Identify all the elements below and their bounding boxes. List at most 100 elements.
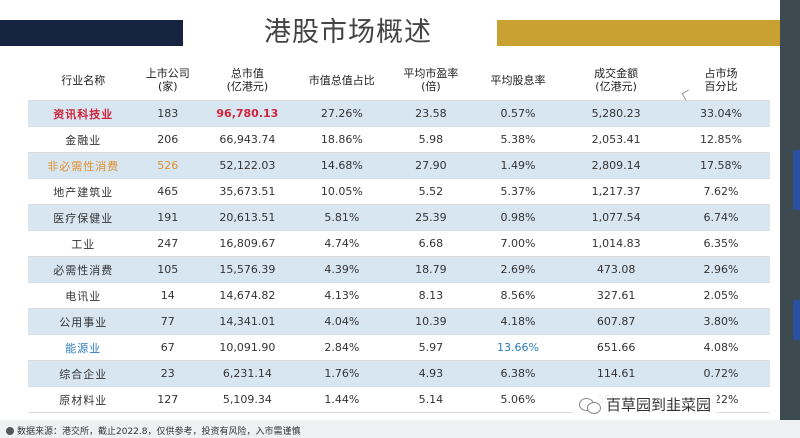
table-cell: 5.37%	[475, 178, 561, 205]
table-cell: 25.39	[385, 204, 476, 231]
table-cell: 52,122.03	[197, 152, 298, 179]
table-row: 金融业 206 66,943.74 18.86% 5.98 5.38% 2,053.41 12…	[28, 126, 770, 153]
table-cell: 10,091.90	[197, 334, 298, 361]
table-cell: 5,280.23	[560, 100, 672, 127]
table-cell: 4.04%	[297, 308, 386, 335]
table-cell: 4.18%	[475, 308, 561, 335]
table-cell: 14,341.01	[197, 308, 298, 335]
table-cell: 183	[138, 100, 198, 127]
industry-name-cell: 能源业	[28, 334, 139, 361]
table-cell: 23.58	[385, 100, 476, 127]
table-cell: 5,109.34	[197, 386, 298, 413]
table-cell: 18.79	[385, 256, 476, 283]
table-cell: 33.04%	[671, 100, 770, 127]
table-row: 资讯科技业 183 96,780.13 27.26% 23.58 0.57% 5,280.2…	[28, 100, 770, 127]
table-cell: 5.81%	[297, 204, 386, 231]
scroll-indicator[interactable]	[793, 300, 800, 340]
table-cell: 1,014.83	[560, 230, 672, 257]
industry-table: 行业名称 上市公司 (家) 总市值 (亿港元) 市值总值占比 平均市盈率 (倍) 平均…	[28, 60, 770, 413]
title-bar-right	[497, 20, 780, 46]
header-cell: 市值总值占比	[297, 60, 386, 101]
table-row: 必需性消费 105 15,576.39 4.39% 18.79 2.69% 473.08 2.…	[28, 256, 770, 283]
industry-name-cell: 工业	[28, 230, 139, 257]
industry-name-cell: 资讯科技业	[28, 100, 139, 127]
table-cell: 2,809.14	[560, 152, 672, 179]
table-cell: 27.26%	[297, 100, 386, 127]
table-cell: 127	[138, 386, 198, 413]
table-cell: 67	[138, 334, 198, 361]
table-cell: 1.76%	[297, 360, 386, 387]
header-cell: 行业名称	[28, 60, 139, 101]
table-cell: 0.57%	[475, 100, 561, 127]
table-cell: 4.74%	[297, 230, 386, 257]
industry-name-cell: 必需性消费	[28, 256, 139, 283]
slide: 港股市场概述 行业名称 上市公司 (家) 总市值 (亿港元) 市值总值占比 平均市盈…	[0, 0, 780, 420]
industry-name-cell: 公用事业	[28, 308, 139, 335]
header-cell: 平均市盈率 (倍)	[385, 60, 476, 101]
table-cell: 6,231.14	[197, 360, 298, 387]
table-cell: 7.00%	[475, 230, 561, 257]
footnote: 数据来源：港交所，截止2022.8，仅供参考，投资有风险，入市需谨慎	[6, 424, 301, 437]
header-cell: 成交金额 (亿港元)	[560, 60, 672, 101]
table-cell: 607.87	[560, 308, 672, 335]
table-cell: 6.38%	[475, 360, 561, 387]
industry-name-cell: 综合企业	[28, 360, 139, 387]
table-cell: 12.85%	[671, 126, 770, 153]
industry-name-cell: 金融业	[28, 126, 139, 153]
table-cell: 5.38%	[475, 126, 561, 153]
table-cell: 5.14	[385, 386, 476, 413]
industry-name-cell: 电讯业	[28, 282, 139, 309]
table-cell: 7.62%	[671, 178, 770, 205]
table-cell: 2.69%	[475, 256, 561, 283]
table-cell: 2.05%	[671, 282, 770, 309]
table-cell: 6.74%	[671, 204, 770, 231]
table-cell: 191	[138, 204, 198, 231]
table-cell: 1.49%	[475, 152, 561, 179]
info-icon	[6, 427, 14, 435]
table-cell: 20,613.51	[197, 204, 298, 231]
table-cell: 10.39	[385, 308, 476, 335]
table-cell: 114.61	[560, 360, 672, 387]
scroll-indicator[interactable]	[793, 150, 800, 210]
table-cell: 1.44%	[297, 386, 386, 413]
table-cell: 2.84%	[297, 334, 386, 361]
table-cell: 4.13%	[297, 282, 386, 309]
table-header-row: 行业名称 上市公司 (家) 总市值 (亿港元) 市值总值占比 平均市盈率 (倍) 平均…	[28, 60, 770, 101]
table-cell: 0.72%	[671, 360, 770, 387]
table-cell: 8.13	[385, 282, 476, 309]
table-cell: 5.97	[385, 334, 476, 361]
table-row: 综合企业 23 6,231.14 1.76% 4.93 6.38% 114.61 0.72%	[28, 360, 770, 387]
table-cell: 14	[138, 282, 198, 309]
table-row: 非必需性消费 526 52,122.03 14.68% 27.90 1.49% 2,809.…	[28, 152, 770, 179]
title-bar-left	[0, 20, 183, 46]
table-cell: 10.05%	[297, 178, 386, 205]
table-cell: 2,053.41	[560, 126, 672, 153]
table-cell: 6.35%	[671, 230, 770, 257]
table-cell: 77	[138, 308, 198, 335]
table-cell: 105	[138, 256, 198, 283]
table-row: 地产建筑业 465 35,673.51 10.05% 5.52 5.37% 1,217.37…	[28, 178, 770, 205]
table-row: 工业 247 16,809.67 4.74% 6.68 7.00% 1,014.83 6.35…	[28, 230, 770, 257]
table-cell: 17.58%	[671, 152, 770, 179]
table-cell: 206	[138, 126, 198, 153]
table-cell: 13.66%	[475, 334, 561, 361]
footer-bar	[0, 420, 800, 438]
slide-title: 港股市场概述	[264, 17, 432, 48]
table-cell: 247	[138, 230, 198, 257]
table-cell: 16,809.67	[197, 230, 298, 257]
table-cell: 465	[138, 178, 198, 205]
table-cell: 2.96%	[671, 256, 770, 283]
brand-watermark: 百草园到韭菜园	[573, 392, 718, 417]
industry-name-cell: 地产建筑业	[28, 178, 139, 205]
table-cell: 23	[138, 360, 198, 387]
window-edge	[780, 0, 800, 438]
wechat-icon	[579, 396, 601, 414]
header-cell: 平均股息率	[475, 60, 561, 101]
table-cell: 8.56%	[475, 282, 561, 309]
header-cell: 总市值 (亿港元)	[197, 60, 298, 101]
table-cell: 526	[138, 152, 198, 179]
table-cell: 327.61	[560, 282, 672, 309]
table-cell: 15,576.39	[197, 256, 298, 283]
industry-name-cell: 非必需性消费	[28, 152, 139, 179]
table-cell: 651.66	[560, 334, 672, 361]
